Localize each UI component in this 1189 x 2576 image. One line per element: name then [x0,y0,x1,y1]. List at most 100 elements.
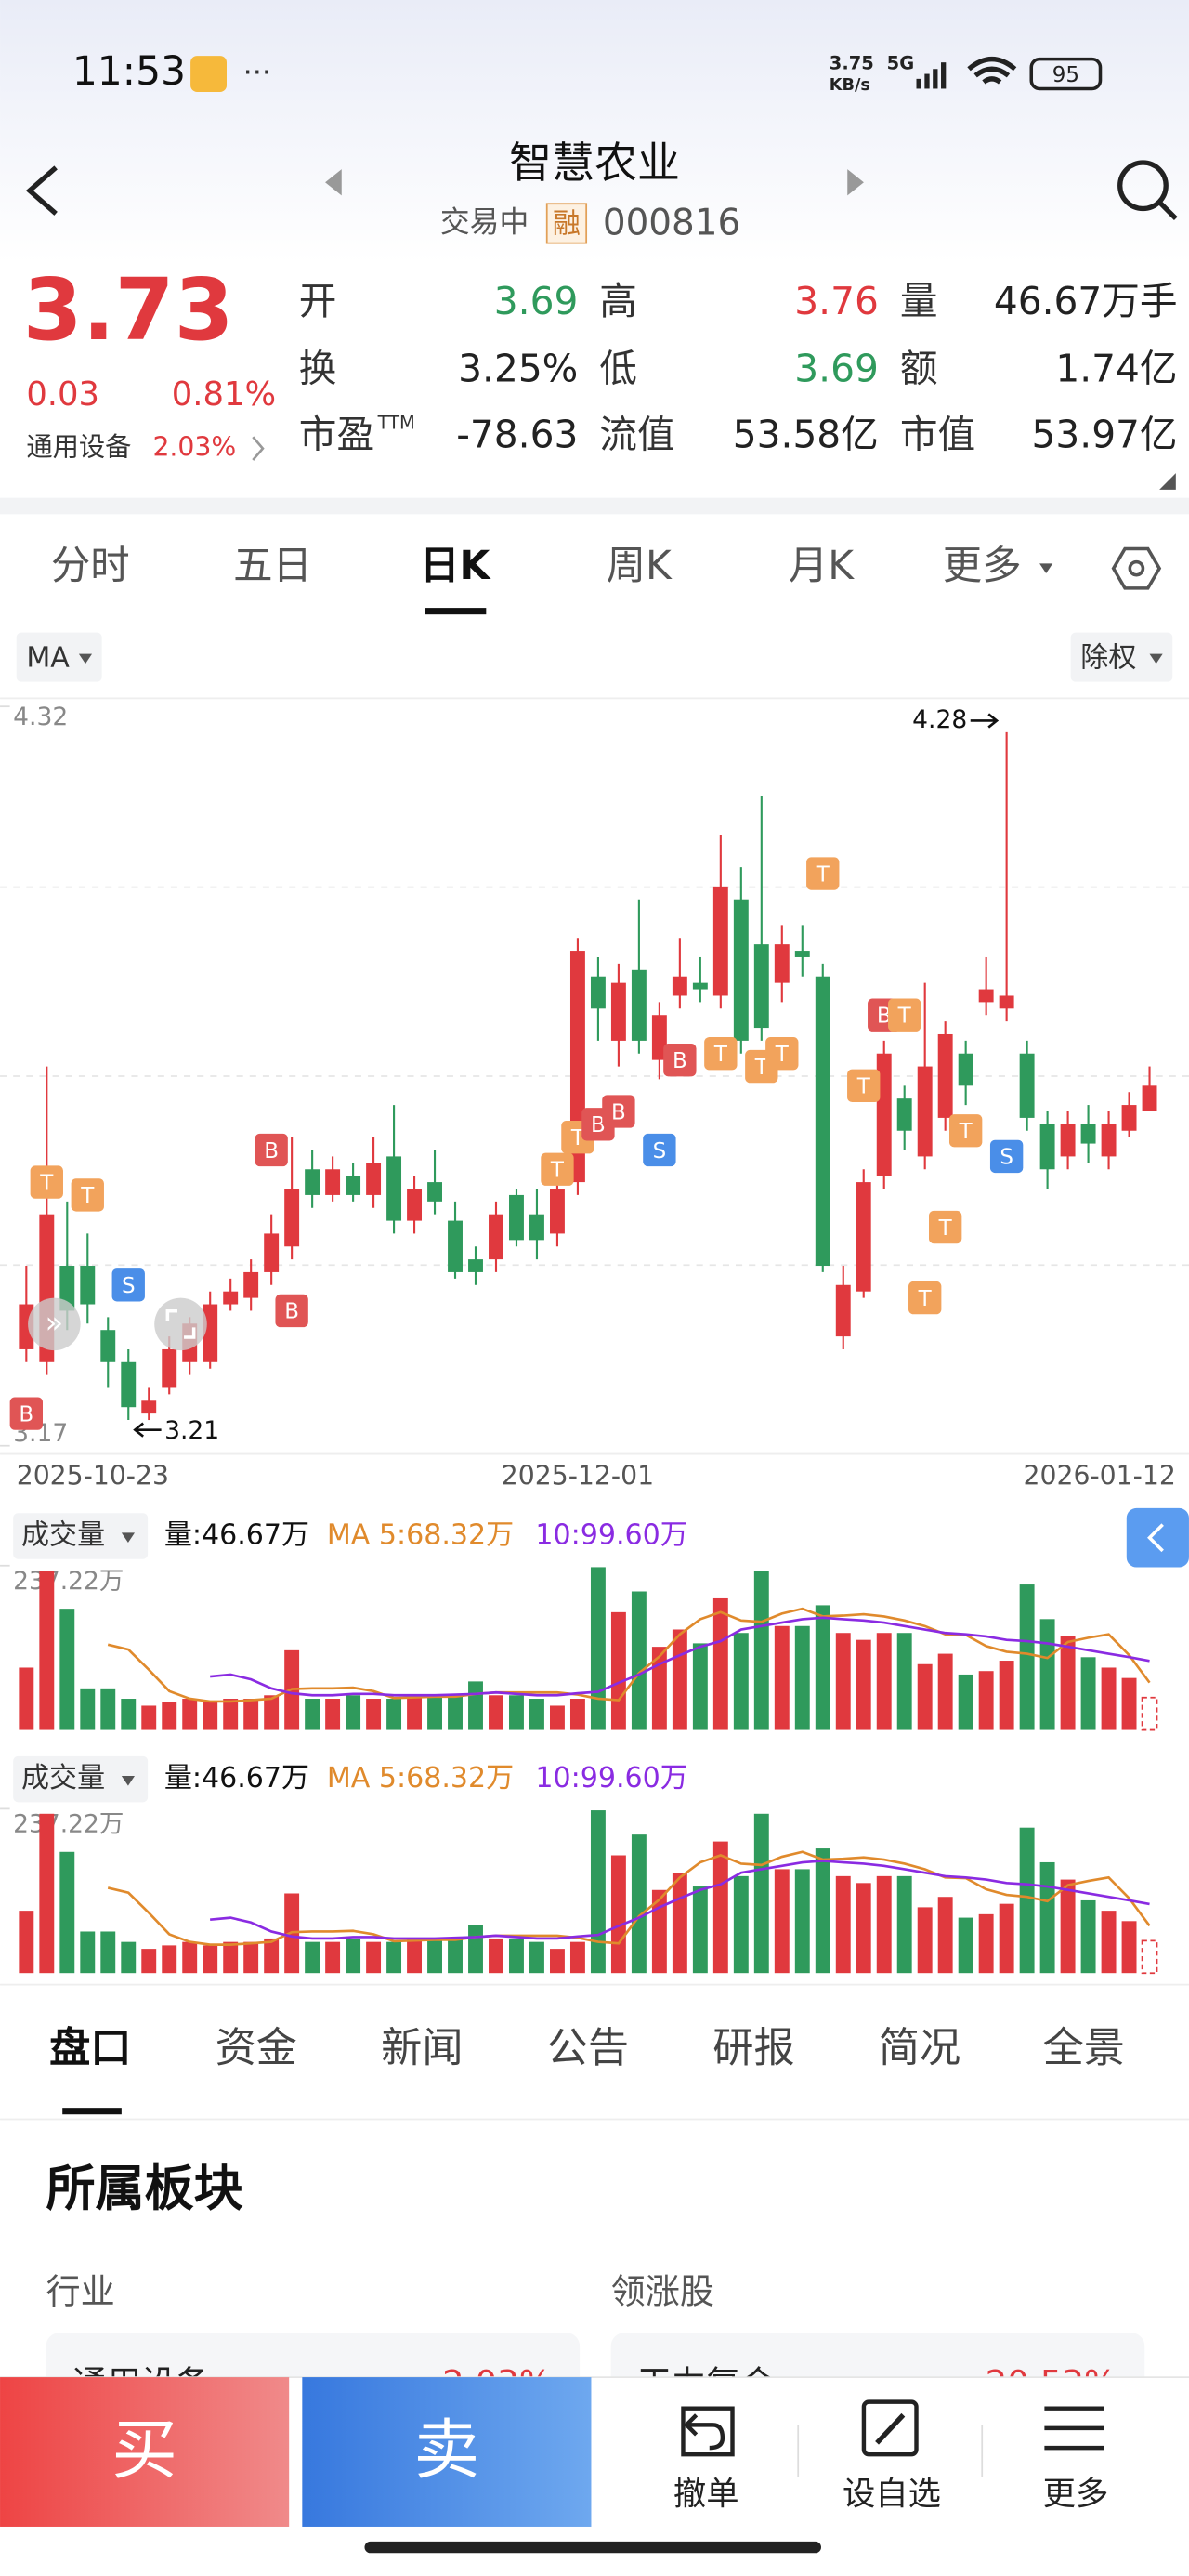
speed-unit: KB/s [830,76,870,95]
signal-label: T [775,1043,790,1067]
back-button[interactable] [25,165,58,216]
signal-marker [847,1069,881,1103]
cancel-icon[interactable] [681,2406,735,2457]
sector-arrow[interactable] [252,436,265,461]
candle-body [794,951,810,957]
volume-bar [549,1705,565,1730]
signal-label: S [1000,1146,1013,1170]
quote-label: 换 [299,347,337,391]
volume-button[interactable] [13,1755,149,1803]
volume-bar [1060,1879,1076,1974]
period-tab[interactable]: 分时 [51,544,130,589]
signal-label: B [611,1100,626,1124]
volume-ma5-label: MA 5:68.32万 [327,1762,514,1794]
volume-bar [549,1949,565,1974]
candle-body [366,1163,382,1195]
adjust-button[interactable] [1070,632,1173,682]
volume-bar [141,1949,157,1974]
ma-button[interactable] [16,632,102,682]
watch-icon[interactable] [861,2399,919,2457]
prev-stock[interactable] [325,169,342,196]
period-tab[interactable]: 日K [420,544,491,589]
change-pct: 0.81% [172,375,276,414]
active-underline [62,2108,122,2115]
fullscreen-button[interactable] [154,1297,207,1351]
detail-tab[interactable]: 研报 [712,2024,794,2071]
signal-label: S [653,1139,667,1163]
volume-panel: 成交量 量:46.67万 MA 5:68.32万 10:99.60万 237.22万 [0,1513,1158,1731]
volume-bar [631,1834,647,1974]
settings-button[interactable] [1111,546,1162,590]
candle-body [1121,1105,1137,1131]
detail-tab[interactable]: 全景 [1043,2024,1125,2071]
volume-bar [386,1699,402,1730]
candle-body [590,976,606,1009]
signal-marker [948,1114,983,1148]
battery: 95 [1052,63,1079,87]
detail-tab[interactable]: 公告 [547,2024,629,2071]
volume-bar [529,1699,544,1730]
collapse-button[interactable] [28,1297,81,1351]
volume-caret [121,1776,135,1786]
volume-bar [162,1702,177,1730]
volume-ma5-line [107,1607,1151,1703]
volume-bar [203,1702,218,1730]
sector: 通用设备 [26,432,131,463]
candle-body [284,1189,300,1247]
period-tab[interactable]: 周K [607,544,673,589]
next-stock[interactable] [847,169,864,196]
buy-button[interactable] [0,2377,290,2527]
search-button[interactable] [1117,160,1169,212]
quote-sup: TTM [377,413,415,434]
volume-bar [366,1699,382,1730]
detail-tab[interactable]: 简况 [879,2024,960,2071]
signal-label: T [39,1171,54,1195]
volume-bar [489,1695,503,1730]
period-tab[interactable]: 更多 [943,544,1022,589]
volume-bar [1060,1636,1076,1730]
volume-bar [774,1869,790,1974]
x-tick-label: 2025-10-23 [17,1460,169,1491]
volume-bar [1039,1861,1055,1974]
signal-icon [916,62,947,89]
expand-corner[interactable] [1159,473,1176,490]
volume-bar [712,1841,728,1974]
watch-pen [875,2412,906,2445]
sell-button[interactable] [302,2377,592,2527]
volume-bar [672,1629,687,1730]
candle-body [427,1182,442,1202]
volume-bar [733,1875,749,1974]
candle-body [651,1015,667,1060]
candle-body [468,1259,483,1272]
volume-bar [19,1911,34,1974]
volume-bar [876,1633,892,1730]
signal-label: T [959,1120,973,1144]
candle-body [1019,1053,1035,1118]
badge-box [545,203,588,244]
volume-bar [509,1938,524,1974]
side-tab[interactable] [1126,1507,1189,1568]
detail-tab[interactable]: 盘口 [49,2024,131,2071]
detail-tab[interactable]: 新闻 [381,2024,463,2071]
candle-body [264,1233,280,1272]
candle-body [876,1053,892,1176]
period-tab[interactable]: 月K [789,544,855,589]
period-tab[interactable]: 五日 [233,544,312,589]
quote-value: 3.69 [794,347,879,391]
more-icon[interactable] [1044,2406,1104,2451]
watch-label: 设自选 [843,2475,941,2513]
time: 11:53 [72,49,186,95]
volume-bar [448,1695,463,1730]
candle-body [1142,1085,1157,1111]
volume-bar [569,1941,585,1974]
signal-marker [275,1294,308,1328]
quote-label: 开 [299,279,337,323]
signal-label: B [877,1004,892,1028]
volume-bar [1121,1921,1137,1974]
volume-bar [121,1941,137,1974]
signal-marker [71,1178,104,1212]
volume-button[interactable] [13,1513,149,1559]
detail-tab[interactable]: 资金 [216,2024,297,2071]
signal-marker [765,1037,799,1071]
